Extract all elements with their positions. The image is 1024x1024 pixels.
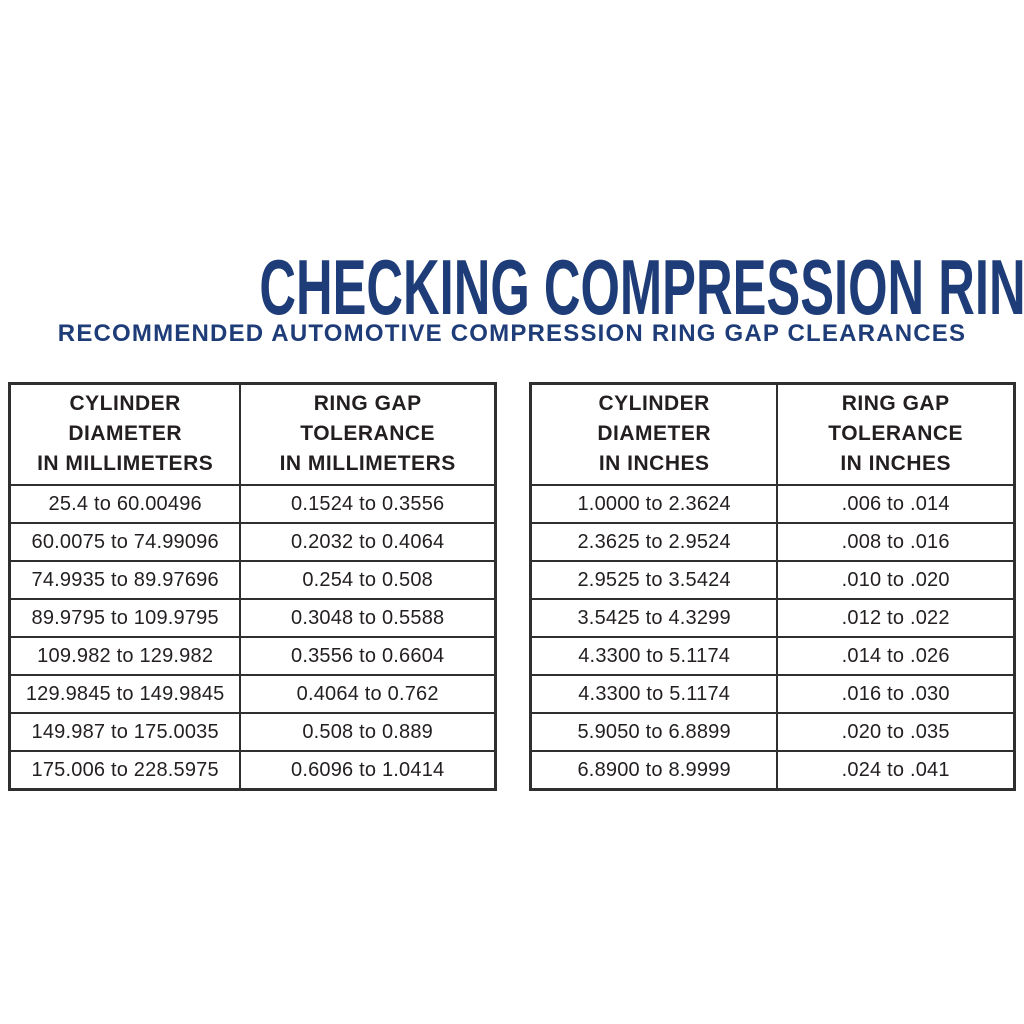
page-subtitle: RECOMMENDED AUTOMOTIVE COMPRESSION RING … [57, 319, 967, 347]
table-cell: 0.4064 to 0.762 [239, 674, 497, 714]
table-row: 175.006 to 228.5975 0.6096 to 1.0414 [8, 750, 497, 791]
table-cell: 89.9795 to 109.9795 [8, 598, 242, 638]
table-cell: 0.3048 to 0.5588 [239, 598, 497, 638]
table-row: 149.987 to 175.0035 0.508 to 0.889 [8, 712, 497, 752]
table-cell: 0.2032 to 0.4064 [239, 522, 497, 562]
table-cell: .020 to .035 [776, 712, 1016, 752]
table-row: 2.9525 to 3.5424 .010 to .020 [529, 560, 1016, 600]
table-cell: 3.5425 to 4.3299 [529, 598, 779, 638]
header-line: TOLERANCE [300, 422, 436, 445]
header-line: RING GAP [841, 392, 950, 415]
table-cell: 129.9845 to 149.9845 [8, 674, 242, 714]
header-line: IN INCHES [598, 452, 710, 475]
table-row: 2.3625 to 2.9524 .008 to .016 [529, 522, 1016, 562]
table-cell: 60.0075 to 74.99096 [8, 522, 242, 562]
table-cell: 0.508 to 0.889 [239, 712, 497, 752]
table-header-row: CYLINDER DIAMETER IN MILLIMETERS RING GA… [8, 382, 497, 486]
table-row: 4.3300 to 5.1174 .016 to .030 [529, 674, 1016, 714]
table-row: 25.4 to 60.00496 0.1524 to 0.3556 [8, 484, 497, 524]
table-cell: 0.254 to 0.508 [239, 560, 497, 600]
table-header-row: CYLINDER DIAMETER IN INCHES RING GAP TOL… [529, 382, 1016, 486]
header-line: RING GAP [313, 392, 422, 415]
mm-ring-gap-tolerance-header: RING GAP TOLERANCE IN MILLIMETERS [239, 382, 497, 486]
table-row: 1.0000 to 2.3624 .006 to .014 [529, 484, 1016, 524]
table-row: 109.982 to 129.982 0.3556 to 0.6604 [8, 636, 497, 676]
header-line: DIAMETER [68, 422, 182, 445]
table-cell: 1.0000 to 2.3624 [529, 484, 779, 524]
table-row: 4.3300 to 5.1174 .014 to .026 [529, 636, 1016, 676]
table-row: 129.9845 to 149.9845 0.4064 to 0.762 [8, 674, 497, 714]
table-row: 5.9050 to 6.8899 .020 to .035 [529, 712, 1016, 752]
table-cell: 4.3300 to 5.1174 [529, 674, 779, 714]
table-cell: 2.9525 to 3.5424 [529, 560, 779, 600]
in-ring-gap-tolerance-header: RING GAP TOLERANCE IN INCHES [776, 382, 1016, 486]
table-cell: .008 to .016 [776, 522, 1016, 562]
table-cell: .010 to .020 [776, 560, 1016, 600]
table-cell: 2.3625 to 2.9524 [529, 522, 779, 562]
table-cell: .024 to .041 [776, 750, 1016, 791]
table-cell: .012 to .022 [776, 598, 1016, 638]
table-cell: .016 to .030 [776, 674, 1016, 714]
table-cell: 74.9935 to 89.97696 [8, 560, 242, 600]
table-cell: 4.3300 to 5.1174 [529, 636, 779, 676]
table-cell: 0.3556 to 0.6604 [239, 636, 497, 676]
tables-row: CYLINDER DIAMETER IN MILLIMETERS RING GA… [8, 382, 1016, 791]
table-cell: 149.987 to 175.0035 [8, 712, 242, 752]
inches-table: CYLINDER DIAMETER IN INCHES RING GAP TOL… [529, 382, 1016, 791]
table-row: 3.5425 to 4.3299 .012 to .022 [529, 598, 1016, 638]
table-cell: 0.6096 to 1.0414 [239, 750, 497, 791]
table-cell: 5.9050 to 6.8899 [529, 712, 779, 752]
page-title: CHECKING COMPRESSION RING GAPS [0, 248, 1024, 326]
table-row: 89.9795 to 109.9795 0.3048 to 0.5588 [8, 598, 497, 638]
table-cell: 0.1524 to 0.3556 [239, 484, 497, 524]
table-row: 6.8900 to 8.9999 .024 to .041 [529, 750, 1016, 791]
table-cell: 6.8900 to 8.9999 [529, 750, 779, 791]
header-line: CYLINDER [598, 392, 710, 415]
table-cell: 175.006 to 228.5975 [8, 750, 242, 791]
table-cell: 109.982 to 129.982 [8, 636, 242, 676]
header-line: TOLERANCE [828, 422, 964, 445]
page-title-text: CHECKING COMPRESSION RING GAPS [259, 243, 1024, 332]
table-row: 74.9935 to 89.97696 0.254 to 0.508 [8, 560, 497, 600]
header-line: CYLINDER [69, 392, 181, 415]
table-cell: .006 to .014 [776, 484, 1016, 524]
header-line: DIAMETER [597, 422, 711, 445]
header-line: IN MILLIMETERS [37, 452, 214, 475]
millimeters-table: CYLINDER DIAMETER IN MILLIMETERS RING GA… [8, 382, 497, 791]
header-line: IN MILLIMETERS [279, 452, 456, 475]
header-line: IN INCHES [840, 452, 951, 475]
table-cell: 25.4 to 60.00496 [8, 484, 242, 524]
mm-cylinder-diameter-header: CYLINDER DIAMETER IN MILLIMETERS [8, 382, 242, 486]
table-row: 60.0075 to 74.99096 0.2032 to 0.4064 [8, 522, 497, 562]
table-cell: .014 to .026 [776, 636, 1016, 676]
in-cylinder-diameter-header: CYLINDER DIAMETER IN INCHES [529, 382, 779, 486]
